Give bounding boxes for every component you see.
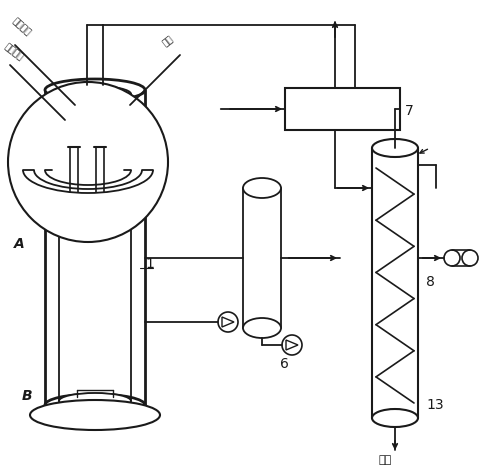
Text: 13: 13: [426, 398, 443, 412]
Circle shape: [8, 82, 168, 242]
Bar: [285, 88, 400, 130]
Ellipse shape: [372, 409, 418, 427]
Ellipse shape: [243, 318, 281, 338]
Ellipse shape: [30, 400, 160, 430]
Text: 1: 1: [145, 257, 154, 271]
Ellipse shape: [243, 178, 281, 198]
Ellipse shape: [45, 79, 145, 101]
Circle shape: [282, 335, 302, 355]
Text: 截止: 截止: [161, 34, 175, 48]
Text: A: A: [14, 237, 25, 251]
Ellipse shape: [45, 394, 145, 416]
Text: 产物: 产物: [378, 455, 392, 465]
Ellipse shape: [372, 139, 418, 157]
Circle shape: [218, 312, 238, 332]
Text: 一氧化碳: 一氧化碳: [10, 17, 32, 38]
Text: 8: 8: [426, 275, 435, 289]
Text: B: B: [22, 389, 33, 403]
Text: 6: 6: [280, 357, 289, 371]
Ellipse shape: [59, 86, 131, 102]
Ellipse shape: [462, 250, 478, 266]
Ellipse shape: [59, 393, 131, 409]
Ellipse shape: [444, 250, 460, 266]
Text: 催化剂液: 催化剂液: [2, 42, 24, 62]
Text: 7: 7: [405, 104, 414, 118]
